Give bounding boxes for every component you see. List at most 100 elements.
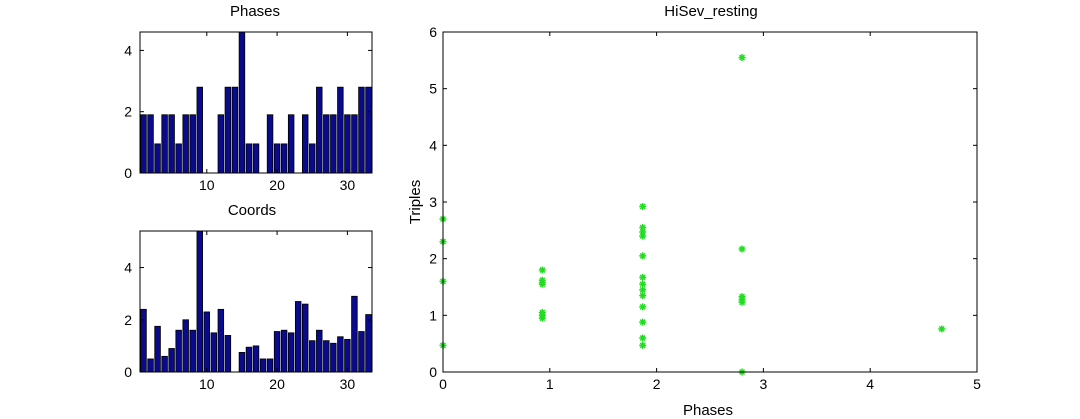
phases-bar <box>337 86 344 174</box>
coords-bar <box>238 352 246 373</box>
coords-bar <box>287 332 295 373</box>
phases-bar <box>351 114 358 174</box>
hisev-scatter-chart: HiSev_resting 0 1 2 3 4 5 0 1 2 3 4 5 6 Phases Tripl… <box>407 3 981 419</box>
coords-bar <box>224 335 232 373</box>
hisev-y-tick-label: 5 <box>429 81 437 97</box>
hisev-x-tick-label: 4 <box>866 376 874 392</box>
hisev-point <box>639 341 647 349</box>
coords-y-tick-label: 4 <box>124 260 132 276</box>
hisev-title: HiSev_resting <box>664 3 757 20</box>
phases-bar <box>147 114 154 174</box>
phases-bar <box>245 143 253 174</box>
hisev-point <box>639 303 647 311</box>
coords-bar <box>161 355 168 373</box>
phases-bar <box>358 86 365 174</box>
hisev-y-tick-label: 3 <box>429 194 437 210</box>
phases-bar <box>280 143 288 174</box>
phases-bar <box>196 86 203 174</box>
phases-y-tick-label: 2 <box>124 104 132 120</box>
phases-bar <box>323 114 330 174</box>
hisev-point <box>738 245 746 253</box>
phases-bar <box>344 114 351 174</box>
phases-bar <box>252 143 260 174</box>
hisev-point <box>538 314 546 322</box>
hisev-point <box>639 334 647 342</box>
phases-bar <box>140 114 147 174</box>
coords-bar <box>280 329 288 373</box>
coords-bar <box>316 329 323 373</box>
phases-x-tick-label: 20 <box>269 177 285 193</box>
coords-bar <box>330 342 337 373</box>
hisev-point <box>538 280 546 288</box>
hisev-point <box>938 325 946 333</box>
phases-y-tick-label: 4 <box>124 42 132 58</box>
phases-bar <box>365 86 372 174</box>
coords-y-tick-label: 0 <box>124 364 132 380</box>
hisev-y-tick-label: 0 <box>429 364 437 380</box>
coords-x-tick-label: 20 <box>269 376 285 392</box>
coords-bar <box>189 329 196 373</box>
hisev-x-tick-label: 3 <box>760 376 768 392</box>
coords-bar <box>337 336 344 373</box>
coords-bar <box>344 338 351 373</box>
phases-bar <box>161 114 168 174</box>
phases-bar <box>309 143 316 174</box>
coords-bar <box>210 332 218 373</box>
coords-bar <box>252 345 260 373</box>
coords-bar <box>147 358 154 373</box>
coords-bar <box>154 325 161 373</box>
hisev-x-tick-label: 1 <box>546 376 554 392</box>
hisev-point <box>738 54 746 61</box>
hisev-x-tick-label: 0 <box>439 376 447 392</box>
coords-bar <box>365 314 372 373</box>
phases-bar <box>273 143 281 174</box>
hisev-x-tick-label: 2 <box>653 376 661 392</box>
coords-bar <box>203 311 210 373</box>
phases-axes-box <box>139 31 373 174</box>
coords-bar <box>168 348 175 373</box>
hisev-point <box>738 298 746 306</box>
hisev-point <box>639 203 647 211</box>
coords-bar <box>259 358 267 373</box>
phases-bar <box>266 114 274 174</box>
coords-x-tick-label: 30 <box>340 376 356 392</box>
hisev-point <box>639 252 647 260</box>
coords-bar <box>309 340 316 373</box>
phases-bar <box>217 114 225 174</box>
phases-bar <box>175 143 182 174</box>
hisev-ticks: 0 1 2 3 4 5 0 1 2 3 4 5 6 <box>429 24 981 392</box>
coords-bar <box>323 340 330 373</box>
coords-bar <box>175 329 182 373</box>
phases-bar <box>231 86 239 174</box>
hisev-point <box>538 266 546 274</box>
coords-bar <box>301 303 309 373</box>
coords-y-tick-label: 2 <box>124 312 132 328</box>
coords-bar <box>140 308 147 373</box>
phases-bar <box>182 114 189 174</box>
coords-bar <box>196 230 203 373</box>
phases-bar <box>316 86 323 174</box>
phases-bar <box>301 114 309 174</box>
coords-bar <box>351 295 358 373</box>
hisev-point <box>639 292 647 299</box>
phases-bar-chart: Phases 10 20 30 0 2 4 <box>124 3 373 193</box>
hisev-y-tick-label: 4 <box>429 137 437 153</box>
coords-axes-box <box>139 230 373 373</box>
phases-bar <box>168 114 175 174</box>
coords-bar <box>294 301 302 373</box>
coords-x-tick-label: 10 <box>199 376 215 392</box>
hisev-y-axis-label: Triples <box>407 180 424 224</box>
hisev-points <box>439 54 946 376</box>
phases-bar <box>154 143 161 174</box>
coords-bar-chart: Coords 10 20 30 0 2 4 <box>124 202 373 392</box>
phases-x-tick-label: 30 <box>340 177 356 193</box>
coords-bar <box>217 308 225 373</box>
coords-bar <box>182 319 189 373</box>
hisev-point <box>639 318 647 326</box>
coords-bar <box>273 331 281 373</box>
coords-bars <box>140 230 372 373</box>
phases-y-tick-label: 0 <box>124 165 132 181</box>
hisev-x-tick-label: 5 <box>973 376 981 392</box>
phases-title: Phases <box>230 3 280 20</box>
